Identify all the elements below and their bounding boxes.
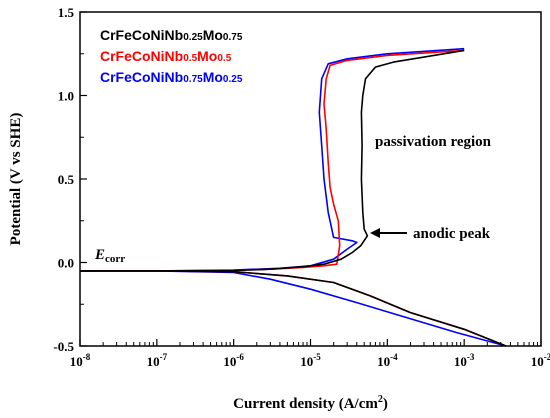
legend-entry: CrFeCoNiNb0.75Mo0.25 [100, 69, 243, 85]
series-line-cathodic [80, 270, 507, 347]
y-tick-label: 0.5 [58, 172, 75, 187]
anodic-peak-arrow-head [370, 228, 380, 238]
x-tick-label: 10-3 [454, 352, 475, 369]
x-tick-label: 10-4 [377, 352, 398, 369]
series-line-anodic [80, 49, 465, 272]
ecorr-symbol: E [94, 247, 105, 263]
x-tick-label: 10-7 [147, 352, 168, 369]
plot-frame [79, 11, 542, 347]
x-tick-label: 10-5 [300, 352, 321, 369]
tick-layer: 10-8 10-7 10-6 10-5 10-4 10-3 10-2 -0.5 0.0 0.5 1.… [53, 5, 550, 369]
passivation-region-label: passivation region [375, 134, 492, 150]
legend: CrFeCoNiNb0.25Mo0.75 CrFeCoNiNb0.5Mo0.5 Cr… [100, 27, 243, 85]
x-axis-label: Current density (A/cm2) [233, 394, 388, 412]
anodic-peak-annotation: anodic peak [370, 226, 491, 242]
y-tick-label: 1.5 [58, 5, 75, 20]
ecorr-subscript: corr [105, 253, 125, 265]
anodic-peak-label: anodic peak [413, 226, 491, 242]
y-tick-label: -0.5 [53, 339, 74, 354]
series-line-cathodic [80, 270, 507, 347]
y-tick-label: 1.0 [58, 89, 74, 104]
x-tick-label: 10-6 [223, 352, 244, 369]
y-axis-label: Potential (V vs SHE) [8, 113, 24, 246]
legend-entry: CrFeCoNiNb0.25Mo0.75 [100, 27, 243, 43]
y-tick-label: 0.0 [58, 256, 74, 271]
series-layer [80, 47, 507, 347]
ecorr-annotation: Ecorr [94, 247, 125, 265]
x-tick-label: 10-8 [70, 352, 91, 369]
svg-text:Ecorr: Ecorr [94, 247, 125, 265]
legend-entry: CrFeCoNiNb0.5Mo0.5 [100, 48, 232, 64]
x-tick-label: 10-2 [531, 352, 550, 369]
series-line-cathodic [80, 270, 507, 347]
